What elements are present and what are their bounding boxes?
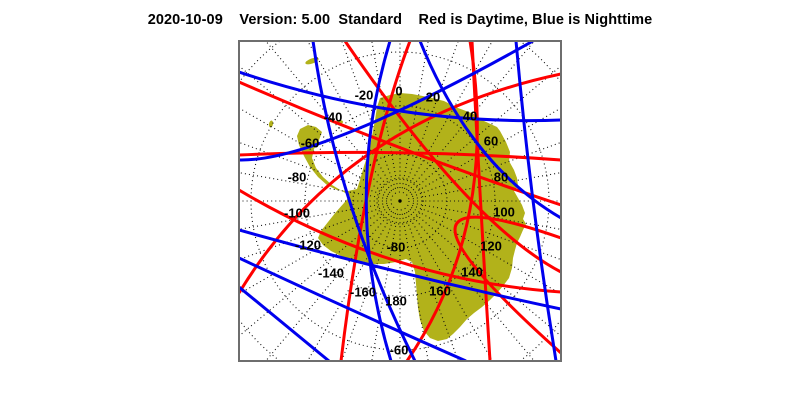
satellite-track-nighttime-11 [418, 41, 561, 220]
satellite-tracks [239, 41, 561, 361]
satellite-track-daytime-5 [239, 188, 561, 294]
satellite-track-nighttime-18 [364, 41, 393, 361]
latitude-label--80: -80 [387, 240, 406, 255]
satellite-track-nighttime-16 [239, 256, 467, 361]
satellite-track-nighttime-14 [239, 70, 561, 123]
satellite-track-nighttime-13 [239, 41, 534, 162]
latitude-circle--85 [376, 177, 424, 225]
longitude-label--20: -20 [355, 88, 374, 103]
grid-labels: 0 20 40 60 80 100 120 140 160 180 -20 -40 -60 -80 -100… [284, 84, 515, 358]
latitude-circle--80 [352, 153, 448, 249]
longitude-label-20: 20 [426, 90, 440, 105]
longitude-label-140: 140 [461, 265, 483, 280]
satellite-track-nighttime-15 [239, 228, 561, 311]
longitude-label--80: -80 [288, 170, 307, 185]
plot-title: 2020-10-09 Version: 5.00 Standard Red is… [147, 12, 653, 28]
longitude-label-80: 80 [494, 170, 508, 185]
south-pole-marker [398, 199, 402, 203]
satellite-track-daytime-7 [453, 215, 561, 355]
satellite-track-nighttime-17 [239, 285, 330, 361]
plot-content: 0 20 40 60 80 100 120 140 160 180 -20 -40 -60 -80 -100… [239, 41, 561, 361]
longitude-label--120: -120 [295, 238, 321, 253]
satellite-track-daytime-9 [470, 41, 492, 361]
island-3 [268, 120, 274, 128]
longitude-label-120: 120 [480, 239, 502, 254]
longitude-label-160: 160 [429, 284, 451, 299]
longitude-label--60: -60 [301, 136, 320, 151]
latitude-circle--88 [390, 191, 410, 211]
longitude-label--100: -100 [284, 206, 310, 221]
longitude-label--40: -40 [324, 110, 343, 125]
longitude-label--140: -140 [318, 266, 344, 281]
satellite-track-nighttime-10 [311, 41, 417, 361]
longitude-label-100: 100 [493, 205, 515, 220]
satellite-track-nighttime-12 [514, 41, 558, 361]
longitude-label-180: 180 [385, 294, 407, 309]
longitude-label-40: 40 [463, 109, 477, 124]
latitude-label--60: -60 [390, 343, 409, 358]
longitude-label--160: -160 [350, 285, 376, 300]
longitude-label-60: 60 [484, 134, 498, 149]
satellite-track-daytime-6 [239, 80, 561, 207]
longitude-label-0: 0 [395, 84, 402, 99]
plot-frame [238, 40, 562, 362]
